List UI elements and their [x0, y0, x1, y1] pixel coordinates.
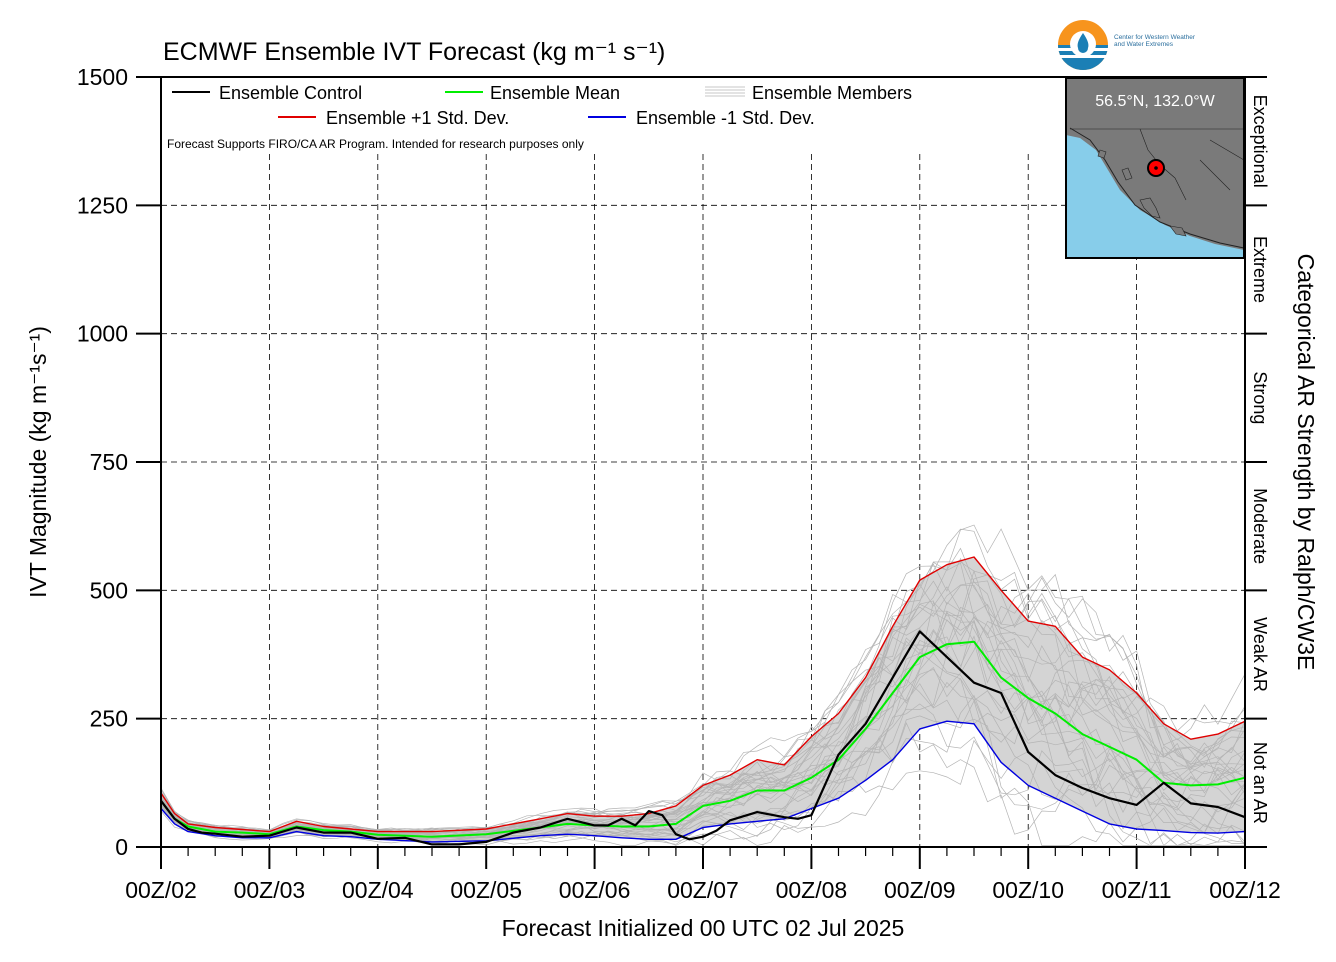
member-line: [160, 524, 1246, 834]
member-line: [160, 678, 1246, 846]
inset-map: 56.5°N, 132.0°W: [1065, 77, 1245, 259]
ar-category-axis: Not an AR Weak AR Moderate Strong Extreme Exc…: [1244, 76, 1270, 848]
legend-swatch-members: [705, 86, 745, 97]
member-line: [160, 618, 1246, 841]
std-dev-band: [161, 557, 1245, 842]
ensemble-control-line: [160, 630, 1246, 846]
x-tick-label: 00Z/05: [450, 877, 522, 903]
series-lines: [160, 556, 1246, 846]
y-tick-label: 0: [115, 834, 128, 860]
y-tick-label: 750: [90, 449, 128, 475]
x-axis-ticks: 00Z/02 00Z/03 00Z/04 00Z/05 00Z/06 00Z/07 00Z/…: [125, 847, 1281, 903]
x-tick-label: 00Z/10: [992, 877, 1064, 903]
grid-lines: [161, 77, 1245, 847]
x-tick-label: 00Z/07: [667, 877, 739, 903]
x-tick-label: 00Z/11: [1102, 877, 1172, 903]
category-label: Moderate: [1250, 488, 1270, 564]
member-line: [160, 580, 1246, 833]
y-tick-label: 500: [90, 577, 128, 603]
y-tick-label: 1500: [77, 64, 128, 90]
y-axis-label: IVT Magnitude (kg m⁻¹s⁻¹): [25, 326, 51, 598]
ensemble-1-std-dev-line: [160, 720, 1246, 843]
x-tick-label: 00Z/04: [342, 877, 414, 903]
disclaimer-note: Forecast Supports FIRO/CA AR Program. In…: [167, 137, 584, 151]
member-line: [160, 592, 1246, 836]
x-tick-label: 00Z/09: [884, 877, 956, 903]
y-tick-label: 1000: [77, 321, 128, 347]
legend-label-minus-std: Ensemble -1 Std. Dev.: [636, 108, 815, 128]
inset-map-islands: [1097, 149, 1187, 237]
x-tick-label: 00Z/03: [234, 877, 306, 903]
y-tick-label: 250: [90, 706, 128, 732]
inset-map-coastline: [1069, 127, 1245, 249]
category-label: Not an AR: [1250, 742, 1270, 824]
x-axis-label: Forecast Initialized 00 UTC 02 Jul 2025: [502, 915, 905, 941]
x-tick-label: 00Z/08: [776, 877, 848, 903]
member-line: [160, 620, 1246, 840]
inset-location-label: 56.5°N, 132.0°W: [1095, 93, 1215, 110]
x-tick-label: 00Z/12: [1209, 877, 1281, 903]
inset-map-frame: [1065, 77, 1245, 259]
legend-label-plus-std: Ensemble +1 Std. Dev.: [326, 108, 509, 128]
legend-label-mean: Ensemble Mean: [490, 83, 620, 103]
category-label: Extreme: [1250, 236, 1270, 303]
chart-title: ECMWF Ensemble IVT Forecast (kg m⁻¹ s⁻¹): [163, 38, 665, 66]
member-line: [160, 575, 1246, 833]
cw3e-logo-text: Center for Western Weather and Water Extr…: [1114, 34, 1196, 48]
member-line: [160, 666, 1246, 839]
cw3e-logo: [1058, 20, 1108, 70]
category-label: Exceptional: [1250, 95, 1270, 188]
legend-label-control: Ensemble Control: [219, 83, 362, 103]
ensemble-spread-band: [161, 557, 1245, 842]
ensemble-mean-line: [160, 640, 1246, 838]
x-tick-label: 00Z/02: [125, 877, 197, 903]
y-axis-ticks: 0 250 500 750 1000 1250 1500: [77, 64, 161, 860]
ensemble-members: [160, 524, 1246, 847]
y-tick-label: 1250: [77, 192, 128, 218]
legend: Ensemble Control Ensemble Mean Ensemble …: [167, 83, 912, 151]
right-axis-label: Categorical AR Strength by Ralph/CW3E: [1293, 254, 1319, 671]
member-line: [160, 652, 1246, 843]
ensemble-1-std-dev-line: [160, 556, 1246, 833]
category-label: Strong: [1250, 371, 1270, 424]
inset-map-ocean: [1066, 135, 1244, 258]
location-marker-center: [1154, 166, 1158, 170]
legend-label-members: Ensemble Members: [752, 83, 912, 103]
category-label: Weak AR: [1250, 617, 1270, 692]
x-tick-label: 00Z/06: [559, 877, 631, 903]
